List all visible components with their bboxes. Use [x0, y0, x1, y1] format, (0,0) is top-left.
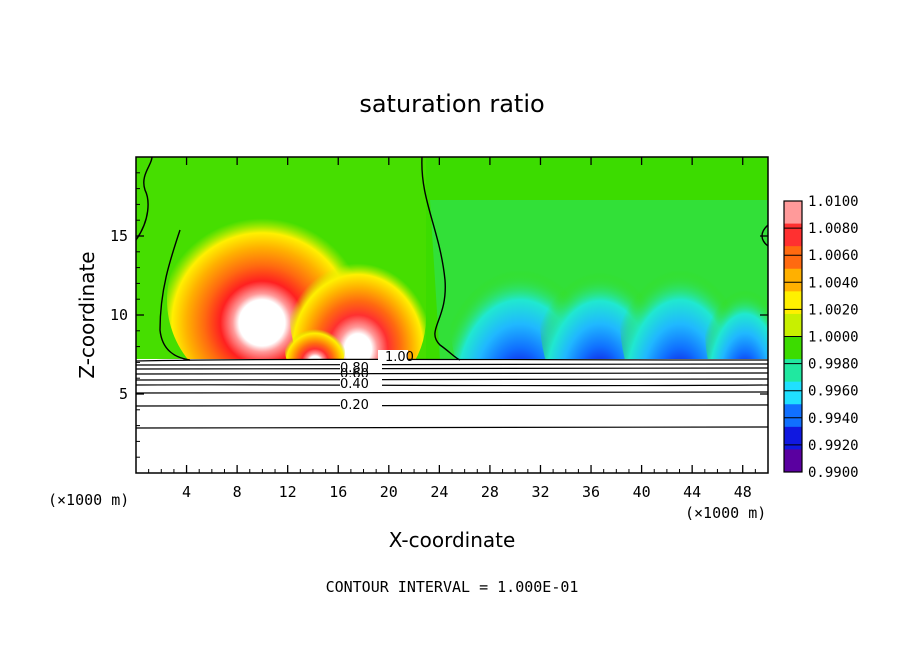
colorbar-swatch — [784, 223, 802, 247]
x-tick-label: 40 — [633, 483, 651, 501]
contour-label: 1.00 — [385, 350, 414, 365]
colorbar-label: 1.0100 — [808, 194, 859, 210]
colorbar-label: 0.9940 — [808, 411, 859, 427]
colorbar-swatch — [784, 336, 802, 360]
x-tick-label: 32 — [531, 483, 549, 501]
x-axis-label: X-coordinate — [389, 528, 516, 552]
contour-label: 0.40 — [340, 377, 369, 392]
contour-layer — [136, 363, 768, 366]
colorbar-label: 1.0040 — [808, 275, 859, 291]
contour-label: 0.80 — [340, 361, 369, 376]
colorbar-label: 0.9980 — [808, 357, 859, 373]
colorbar: 1.0100 1.0080 1.0060 1.0040 1.0020 1.0000 0.99… — [783, 194, 859, 481]
colorbar-swatch — [784, 291, 802, 315]
chart-title: saturation ratio — [359, 90, 544, 118]
x-tick-label: 44 — [683, 483, 701, 501]
colorbar-swatch — [784, 313, 802, 337]
colorbar-label: 1.0060 — [808, 248, 859, 264]
x-unit-right: (×1000 m) — [685, 504, 766, 522]
contour-layer — [136, 426, 768, 429]
lower-layer — [136, 359, 768, 473]
y-tick-label: 15 — [110, 227, 128, 245]
x-axis: 4 8 12 16 20 24 28 32 36 40 44 48 — [148, 157, 756, 501]
x-tick-label: 12 — [279, 483, 297, 501]
colorbar-label: 0.9900 — [808, 465, 859, 481]
x-unit-left: (×1000 m) — [48, 491, 129, 509]
x-tick-label: 20 — [380, 483, 398, 501]
contour-layer — [136, 391, 768, 394]
y-tick-label: 10 — [110, 306, 128, 324]
y-axis-label: Z-coordinate — [75, 251, 99, 378]
x-tick-label: 28 — [481, 483, 499, 501]
colorbar-label: 0.9920 — [808, 438, 859, 454]
contour-interval-note: CONTOUR INTERVAL = 1.000E-01 — [326, 578, 579, 596]
colorbar-label: 1.0000 — [808, 330, 859, 346]
plot-area: 1.00 0.80 0.60 0.40 0.20 — [136, 157, 768, 473]
contour-layer — [136, 367, 768, 370]
y-tick-label: 5 — [119, 385, 128, 403]
colorbar-label: 0.9960 — [808, 384, 859, 400]
contour-layer — [136, 384, 768, 387]
contour-layer — [136, 358, 768, 362]
x-tick-label: 16 — [329, 483, 347, 501]
x-tick-label: 24 — [430, 483, 448, 501]
x-tick-label: 48 — [734, 483, 752, 501]
contour-layer — [136, 372, 768, 375]
colorbar-swatch — [784, 449, 802, 473]
colorbar-swatch — [784, 268, 802, 292]
colorbar-label: 1.0080 — [808, 221, 859, 237]
contour-layer — [136, 404, 768, 407]
colorbar-label: 1.0020 — [808, 302, 859, 318]
colorbar-swatch — [784, 404, 802, 428]
contour-label: 0.20 — [340, 398, 369, 413]
contour-1.00-left — [136, 157, 191, 361]
contour-1.00-mid — [421, 157, 461, 361]
colorbar-swatch — [784, 426, 802, 450]
contour-layer — [136, 378, 768, 381]
colorbar-swatch — [784, 359, 802, 383]
colorbar-swatch — [784, 201, 802, 225]
colorbar-swatch — [784, 246, 802, 270]
x-tick-label: 8 — [233, 483, 242, 501]
x-tick-label: 4 — [182, 483, 191, 501]
x-tick-label: 36 — [582, 483, 600, 501]
y-axis: 5 10 15 — [110, 172, 768, 458]
colorbar-swatch — [784, 381, 802, 405]
